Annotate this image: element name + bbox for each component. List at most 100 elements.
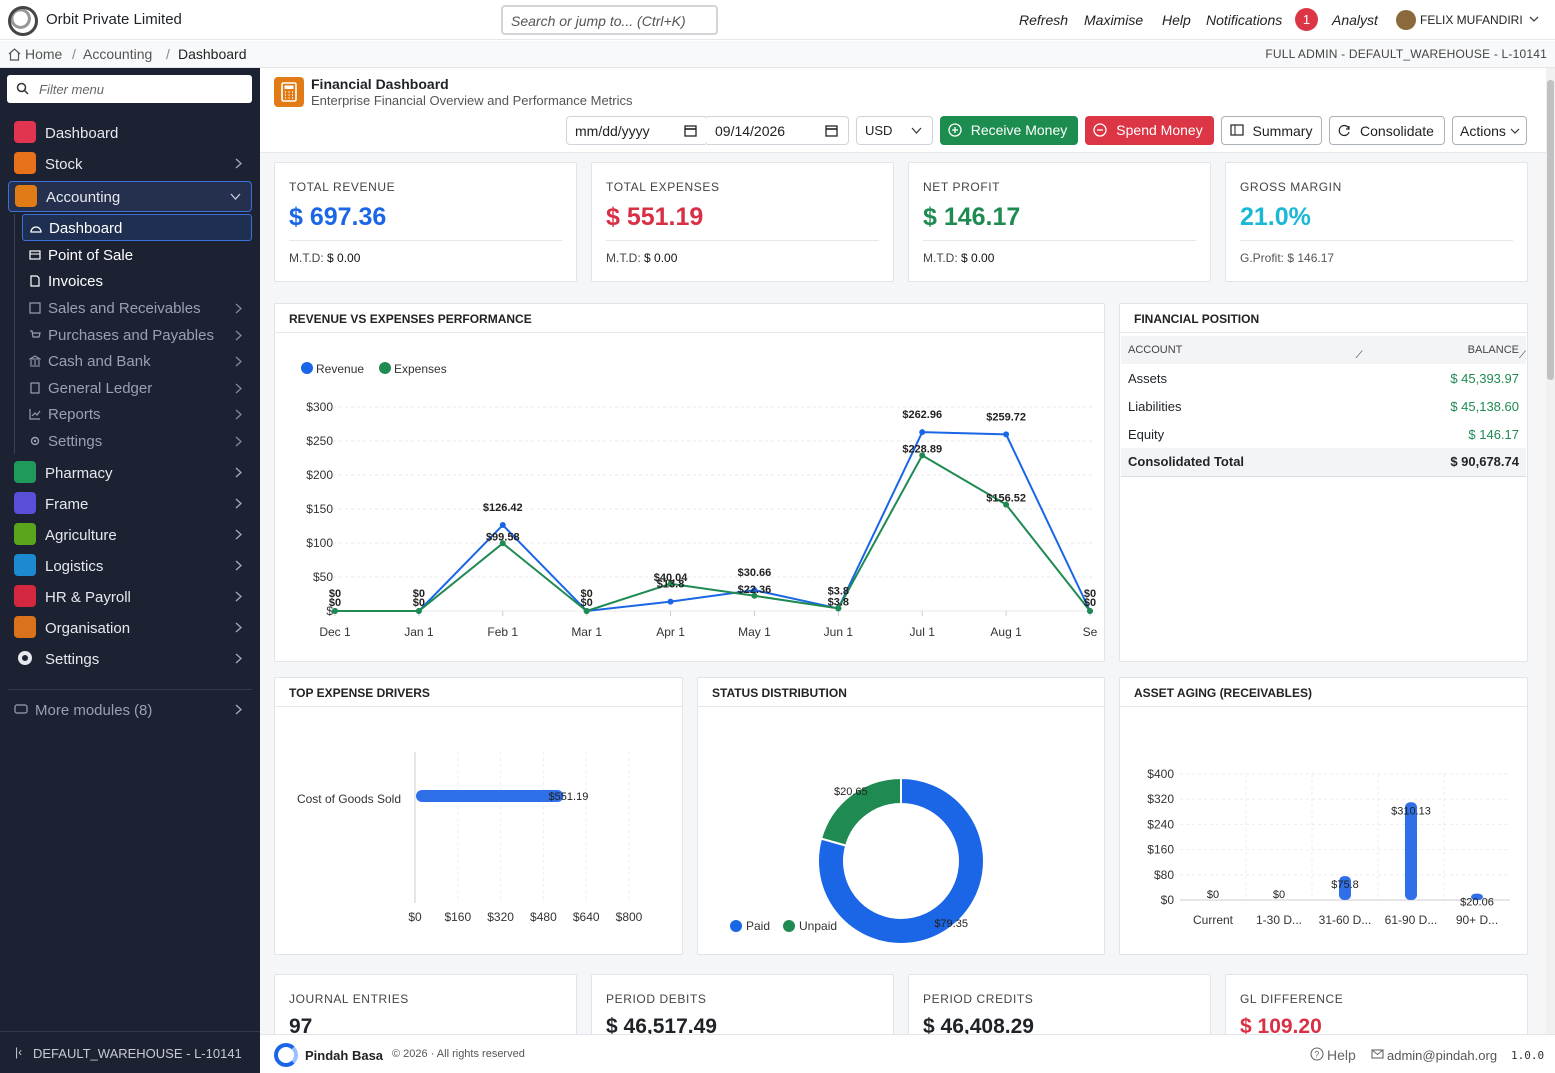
scrollbar-thumb[interactable]: [1547, 80, 1554, 380]
notifications-link[interactable]: Notifications: [1206, 12, 1283, 28]
summary-button[interactable]: Summary: [1221, 116, 1322, 145]
spend-money-button[interactable]: Spend Money: [1085, 116, 1214, 145]
data-label: $0: [1084, 597, 1096, 609]
help-link[interactable]: Help: [1327, 1047, 1356, 1063]
calculator-icon: [274, 77, 304, 107]
sidebar-sub-reports[interactable]: Reports: [22, 401, 252, 427]
actions-dropdown[interactable]: Actions: [1452, 116, 1527, 145]
sidebar-item-settings[interactable]: Settings: [8, 645, 252, 673]
kpi-card-expenses: TOTAL EXPENSES $ 551.19 M.T.D: $ 0.00: [591, 162, 894, 282]
y-tick-label: $400: [1147, 767, 1174, 781]
y-tick-label: $320: [1147, 792, 1174, 806]
sidebar-item-organisation[interactable]: Organisation: [8, 614, 252, 642]
chart-title: STATUS DISTRIBUTION: [712, 686, 847, 700]
resize-handle-icon[interactable]: ⟋: [1355, 350, 1363, 361]
bar: [416, 790, 564, 802]
puzzle-icon: [14, 704, 28, 714]
date-from-value: mm/dd/yyyy: [575, 123, 650, 139]
top-bar: Orbit Private Limited Search or jump to.…: [0, 0, 1555, 40]
calendar-icon[interactable]: [825, 124, 838, 137]
sidebar-footer[interactable]: |‹ DEFAULT_WAREHOUSE - L-10141: [0, 1031, 260, 1073]
sidebar-sub-invoices[interactable]: Invoices: [22, 268, 252, 294]
consolidate-button[interactable]: Consolidate: [1329, 116, 1445, 145]
copyright: © 2026 · All rights reserved: [392, 1048, 525, 1060]
help-circle-icon[interactable]: ?: [1310, 1047, 1324, 1061]
sidebar-more-modules[interactable]: More modules (8): [8, 696, 252, 724]
financial-position-card: FINANCIAL POSITION ACCOUNT ⟋ BALANCE ⟋ Ass…: [1119, 303, 1528, 662]
date-to-input[interactable]: 09/14/2026: [707, 116, 849, 145]
sidebar-item-logistics[interactable]: Logistics: [8, 552, 252, 580]
sidebar-item-hr[interactable]: HR & Payroll: [8, 583, 252, 611]
sidebar-sub-label: Sales and Receivables: [48, 300, 201, 317]
sidebar-item-agriculture[interactable]: Agriculture: [8, 521, 252, 549]
sidebar-item-stock[interactable]: Stock: [8, 150, 252, 178]
bank-icon: [29, 355, 41, 367]
x-tick-label: 31-60 D...: [1319, 913, 1372, 927]
kpi-label: NET PROFIT: [923, 180, 1001, 194]
help-link[interactable]: Help: [1162, 12, 1191, 28]
data-label: $20.06: [1460, 897, 1494, 909]
column-header-balance[interactable]: BALANCE ⟋: [1467, 344, 1526, 361]
column-header-account[interactable]: ACCOUNT ⟋: [1128, 344, 1363, 361]
financial-position-table: ACCOUNT ⟋ BALANCE ⟋ Assets $ 45,393.97 Liab…: [1121, 336, 1526, 477]
sidebar-item-accounting[interactable]: Accounting: [8, 181, 252, 212]
series-line: [335, 453, 1091, 613]
chevron-right-icon: [235, 653, 242, 664]
sidebar-item-pharmacy[interactable]: Pharmacy: [8, 459, 252, 487]
currency-select[interactable]: USD: [856, 116, 933, 145]
breadcrumb-accounting[interactable]: Accounting: [83, 46, 153, 62]
filter-menu-input[interactable]: Filter menu: [7, 75, 252, 103]
refresh-link[interactable]: Refresh: [1019, 12, 1069, 28]
home-icon[interactable]: [8, 48, 21, 61]
scrollbar[interactable]: [1546, 68, 1555, 1034]
role-switcher[interactable]: Analyst: [1332, 12, 1378, 28]
kpi-label: TOTAL EXPENSES: [606, 180, 720, 194]
sidebar-sub-ledger[interactable]: General Ledger: [22, 375, 252, 401]
version: 1.0.0: [1511, 1049, 1545, 1062]
resize-handle-icon[interactable]: ⟋: [1519, 350, 1526, 361]
plus-circle-icon: [948, 123, 962, 137]
data-label: $75.8: [1331, 879, 1359, 891]
company-logo[interactable]: [8, 6, 38, 36]
y-tick-label: $160: [1147, 843, 1174, 857]
gear-icon: [18, 651, 32, 665]
card-icon: [29, 250, 41, 260]
breadcrumb-home[interactable]: Home: [25, 46, 63, 62]
sidebar-sub-dashboard[interactable]: Dashboard: [22, 214, 252, 241]
asset-aging-chart: $400 $320 $240 $160 $80 $0 Current $0 1-30 D... $…: [1147, 767, 1510, 927]
kpi-value: $ 551.19: [606, 203, 704, 231]
user-menu[interactable]: FELIX MUFANDIRI: [1420, 13, 1523, 27]
cart-icon: [30, 330, 41, 338]
sidebar-sub-settings[interactable]: Settings: [22, 428, 252, 454]
box-icon: [14, 152, 36, 174]
search-input[interactable]: Search or jump to... (Ctrl+K): [501, 5, 718, 35]
calculator-icon: [15, 185, 37, 207]
data-label: $0: [1207, 889, 1219, 901]
receive-money-button[interactable]: Receive Money: [940, 116, 1078, 145]
calendar-icon[interactable]: [684, 124, 697, 137]
date-from-input[interactable]: mm/dd/yyyy: [566, 116, 708, 145]
sidebar-sub-pos[interactable]: Point of Sale: [22, 242, 252, 268]
sidebar-sub-label: Point of Sale: [48, 247, 134, 264]
sidebar-item-label: Dashboard: [45, 125, 119, 142]
asset-aging-card: ASSET AGING (RECEIVABLES) $400 $320 $240 $1…: [1119, 677, 1528, 955]
sidebar-sub-purchases[interactable]: Purchases and Payables: [22, 322, 252, 348]
sidebar-item-frame[interactable]: Frame: [8, 490, 252, 518]
dashboard-icon: [14, 121, 36, 143]
avatar[interactable]: [1396, 10, 1416, 30]
data-label: $0: [1084, 588, 1096, 600]
sidebar-item-dashboard[interactable]: Dashboard: [8, 119, 252, 147]
breadcrumb-sep: /: [72, 46, 76, 62]
collapse-icon[interactable]: |‹: [15, 1045, 23, 1059]
maximise-link[interactable]: Maximise: [1084, 12, 1144, 28]
expense-drivers-card: TOP EXPENSE DRIVERS $0 $160 $320 $480 $640 $8…: [274, 677, 683, 955]
sidebar-sub-sales[interactable]: Sales and Receivables: [22, 295, 252, 321]
actions-label: Actions: [1460, 123, 1506, 139]
sidebar-sub-cash[interactable]: Cash and Bank: [22, 348, 252, 374]
email-link[interactable]: admin@pindah.org: [1387, 1048, 1498, 1063]
notification-badge[interactable]: 1: [1295, 8, 1318, 31]
chart-title: REVENUE VS EXPENSES PERFORMANCE: [289, 312, 532, 326]
x-tick-label: Current: [1193, 913, 1234, 927]
chevron-down-icon[interactable]: [1529, 16, 1539, 23]
chevron-right-icon: [235, 303, 242, 314]
